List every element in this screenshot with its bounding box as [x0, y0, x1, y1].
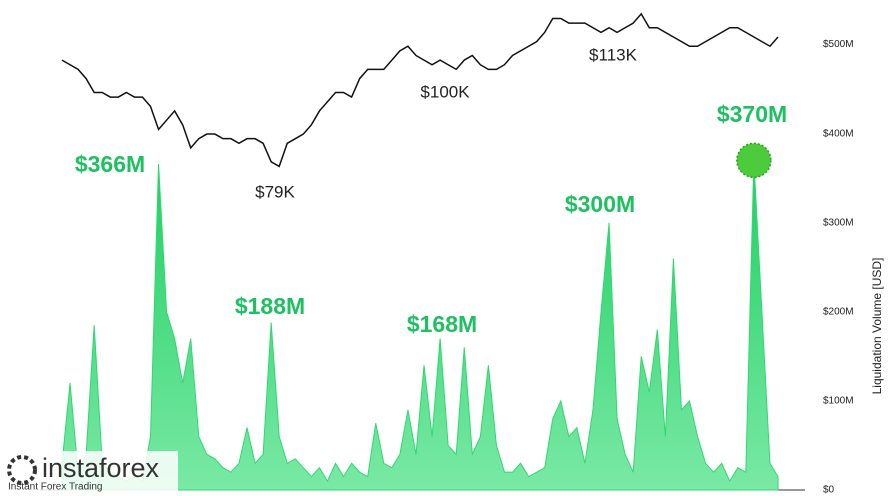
price-line	[61, 12, 779, 168]
watermark-bg	[0, 451, 178, 496]
annotation: $366M	[75, 151, 145, 177]
annotation: $100K	[420, 82, 470, 101]
watermark: instaforex Instant Forex Trading	[0, 451, 178, 496]
watermark-logo	[7, 455, 37, 485]
y-tick-label: $500M	[823, 39, 854, 50]
annotation: $168M	[407, 311, 477, 337]
watermark-brand: instaforex	[42, 453, 160, 483]
peak-marker	[736, 142, 772, 179]
y-tick-label: $100M	[823, 396, 854, 407]
y-axis-title: Liquidation Volume [USD]	[870, 258, 884, 395]
annotation: $300M	[565, 191, 635, 217]
annotation: $188M	[235, 293, 305, 319]
annotation: $370M	[717, 101, 787, 127]
y-tick-label: $0	[823, 485, 835, 496]
annotation: $113K	[589, 45, 638, 64]
y-tick-label: $300M	[823, 217, 854, 228]
y-tick-label: $400M	[823, 128, 854, 139]
y-tick-label: $200M	[823, 306, 854, 317]
watermark-tagline: Instant Forex Trading	[8, 482, 103, 493]
liquidation-area	[61, 160, 779, 491]
annotation: $79K	[255, 182, 295, 201]
